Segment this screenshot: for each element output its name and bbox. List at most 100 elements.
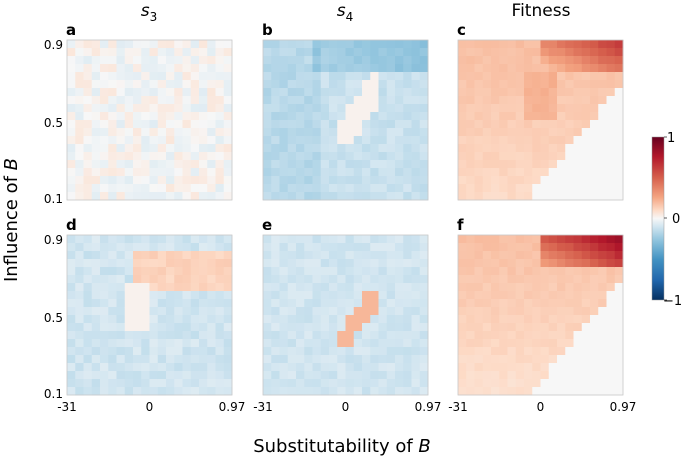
- heatmap-cell: [411, 48, 421, 57]
- heatmap-cell: [312, 331, 322, 340]
- heatmap-cell: [320, 275, 330, 284]
- heatmap-cell: [557, 355, 566, 364]
- heatmap-cell: [207, 80, 216, 89]
- heatmap-cell: [215, 144, 225, 153]
- heatmap-cell: [182, 104, 192, 113]
- heatmap-cell: [75, 128, 84, 137]
- heatmap-cell: [263, 307, 272, 316]
- heatmap-cell: [133, 363, 142, 372]
- heatmap-cell: [157, 331, 167, 340]
- heatmap-cell: [166, 176, 175, 185]
- heatmap-cell: [474, 48, 484, 57]
- heatmap-cell: [174, 40, 183, 49]
- heatmap-cell: [190, 96, 200, 105]
- heatmap-cell: [370, 243, 379, 252]
- heatmap-cell: [386, 291, 396, 300]
- heatmap-cell: [215, 387, 225, 396]
- heatmap-cell: [458, 379, 467, 388]
- heatmap-cell: [466, 235, 475, 244]
- heatmap-cell: [507, 144, 517, 153]
- heatmap-cell: [411, 251, 421, 260]
- heatmap-cell: [337, 243, 346, 252]
- heatmap-cell: [133, 104, 142, 113]
- heatmap-cell: [141, 48, 150, 57]
- heatmap-cell: [174, 144, 183, 153]
- heatmap-cell: [296, 64, 305, 73]
- heatmap-cell: [304, 120, 313, 129]
- heatmap-cell: [100, 267, 109, 276]
- heatmap-cell: [116, 347, 126, 356]
- heatmap-cell: [515, 371, 525, 380]
- heatmap-cell: [395, 347, 404, 356]
- heatmap-cell: [482, 259, 492, 268]
- heatmap-cell: [83, 331, 93, 340]
- heatmap-cell: [157, 152, 167, 161]
- heatmap-cell: [614, 331, 624, 340]
- heatmap-cell: [133, 88, 142, 97]
- heatmap-cell: [100, 120, 109, 129]
- heatmap-cell: [337, 96, 346, 105]
- heatmap-cell: [296, 235, 305, 244]
- heatmap-cell: [386, 243, 396, 252]
- heatmap-cell: [524, 347, 533, 356]
- heatmap-cell: [507, 307, 517, 316]
- heatmap-cell: [166, 315, 175, 324]
- heatmap-cell: [507, 259, 517, 268]
- heatmap-cell: [524, 291, 533, 300]
- heatmap-cell: [133, 299, 142, 308]
- heatmap-cell: [91, 152, 101, 161]
- heatmap-cell: [573, 251, 583, 260]
- heatmap-cell: [548, 323, 558, 332]
- heatmap-cell: [312, 120, 322, 129]
- heatmap-cell: [557, 347, 566, 356]
- heatmap-cell: [474, 136, 484, 145]
- heatmap-cell: [606, 355, 616, 364]
- heatmap-cell: [67, 40, 76, 49]
- heatmap-cell: [182, 88, 192, 97]
- heatmap-cell: [370, 251, 379, 260]
- heatmap-cell: [133, 80, 142, 89]
- heatmap-cell: [370, 96, 379, 105]
- heatmap-cell: [581, 152, 591, 161]
- heatmap-cell: [75, 152, 84, 161]
- heatmap-cell: [532, 315, 541, 324]
- heatmap-cell: [108, 323, 117, 332]
- heatmap-cell: [141, 80, 150, 89]
- heatmap-cell: [296, 275, 305, 284]
- heatmap-cell: [378, 299, 388, 308]
- heatmap-cell: [581, 283, 591, 292]
- heatmap-cell: [565, 120, 574, 129]
- heatmap-cell: [419, 387, 429, 396]
- heatmap-cell: [320, 152, 330, 161]
- heatmap-cell: [362, 120, 371, 129]
- heatmap-cell: [540, 136, 550, 145]
- heatmap-cell: [565, 144, 574, 153]
- heatmap-cell: [141, 144, 150, 153]
- heatmap-cell: [83, 275, 93, 284]
- heatmap-cell: [581, 168, 591, 177]
- heatmap-cell: [507, 64, 517, 73]
- heatmap-cell: [403, 323, 412, 332]
- heatmap-cell: [199, 323, 208, 332]
- heatmap-cell: [370, 160, 379, 169]
- heatmap-cell: [499, 144, 508, 153]
- heatmap-cell: [304, 347, 313, 356]
- heatmap-cell: [223, 96, 233, 105]
- heatmap-cell: [378, 128, 388, 137]
- heatmap-cell: [573, 363, 583, 372]
- heatmap-cell: [67, 112, 76, 121]
- heatmap-cell: [190, 192, 200, 201]
- heatmap-cell: [207, 299, 216, 308]
- heatmap-cell: [83, 235, 93, 244]
- heatmap-cell: [157, 243, 167, 252]
- heatmap-cell: [403, 315, 412, 324]
- heatmap-cell: [590, 235, 599, 244]
- heatmap-cell: [532, 40, 541, 49]
- heatmap-cell: [182, 323, 192, 332]
- heatmap-cell: [223, 299, 233, 308]
- heatmap-cell: [141, 235, 150, 244]
- heatmap-cell: [157, 112, 167, 121]
- heatmap-cell: [466, 152, 475, 161]
- heatmap-cell: [386, 339, 396, 348]
- heatmap-cell: [378, 96, 388, 105]
